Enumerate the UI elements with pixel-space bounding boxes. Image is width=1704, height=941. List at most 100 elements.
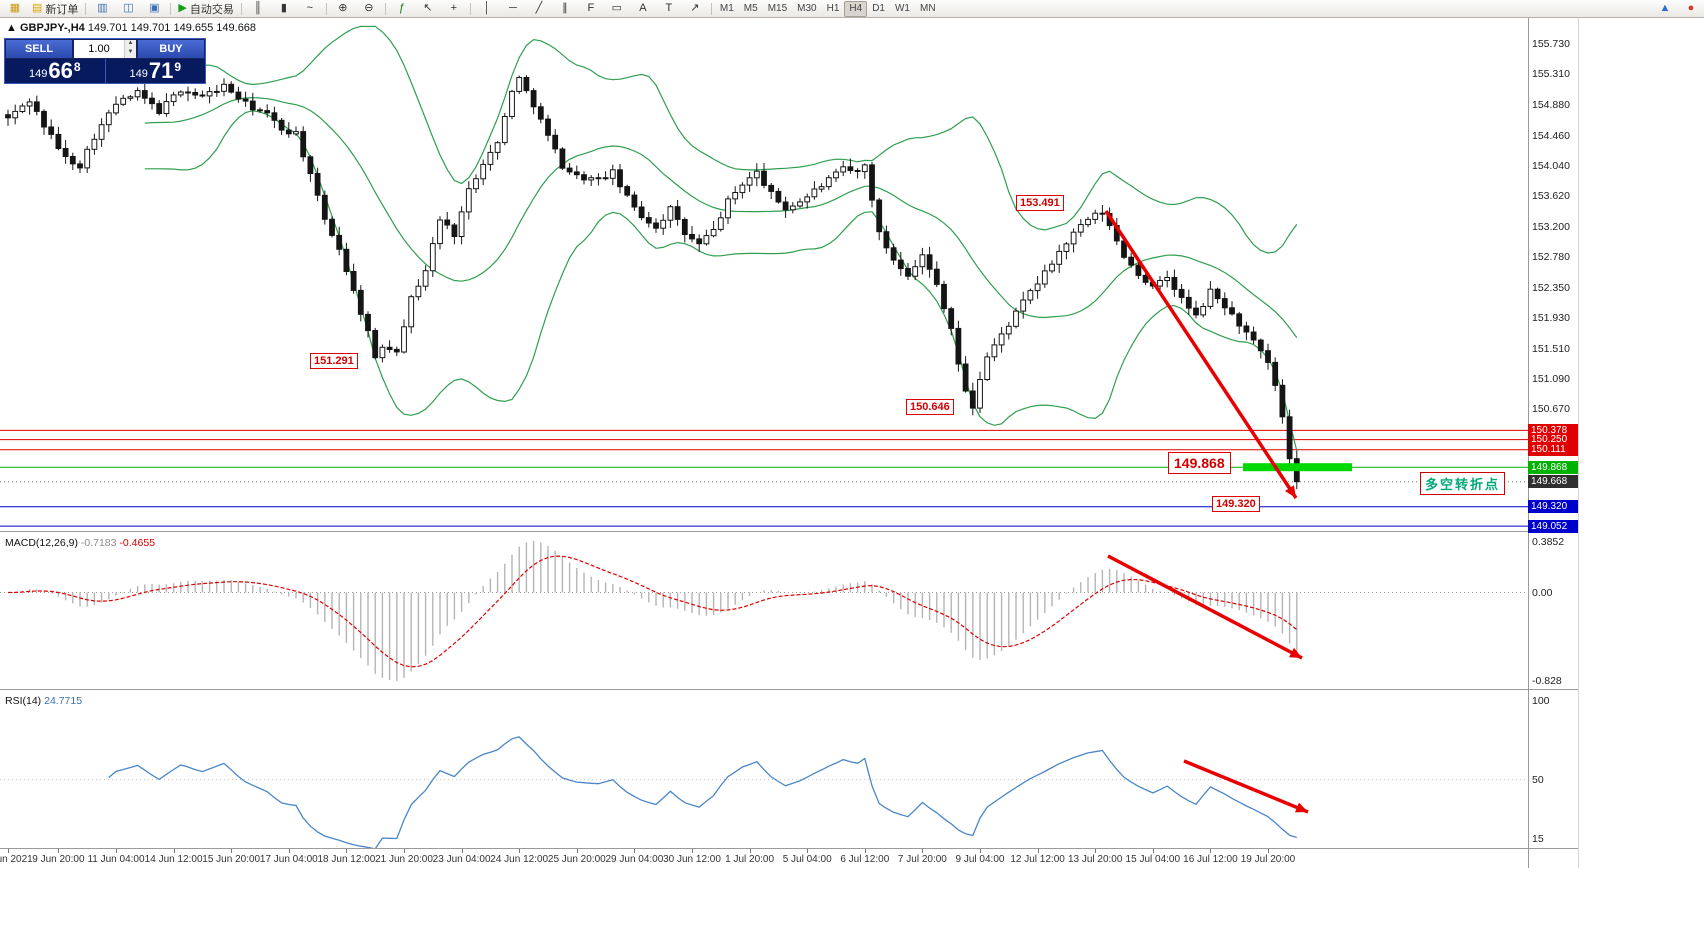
new-order-button: ▤ <box>32 2 43 14</box>
timeframe-h4[interactable]: H4 <box>844 0 868 17</box>
time-label: 19 Jul 20:00 <box>1240 854 1296 865</box>
time-tick <box>8 849 9 853</box>
volume-up-icon[interactable]: ▲ <box>125 40 136 49</box>
one-click-trading-panel: SELL ▲ ▼ BUY 149 66 8 149 71 9 <box>4 38 206 84</box>
time-label: 12 Jul 12:00 <box>1010 854 1065 865</box>
panel-separator[interactable] <box>0 689 1578 690</box>
fibonacci-icon: F <box>587 2 595 14</box>
price-annotation-box[interactable]: 149.320 <box>1212 496 1260 512</box>
zoom-out-icon: ⊖ <box>364 2 374 14</box>
crosshair-icon: + <box>450 2 458 14</box>
trendline-icon[interactable]: ╱ <box>526 0 552 17</box>
channel-icon[interactable]: ∥ <box>552 0 578 17</box>
time-label: 23 Jun 04:00 <box>432 854 491 865</box>
buy-price[interactable]: 149 71 9 <box>129 58 182 83</box>
panel-separator[interactable] <box>0 531 1578 532</box>
time-tick <box>58 849 60 853</box>
horizontal-line-icon[interactable]: ─ <box>500 0 526 17</box>
red-dot-icon[interactable]: ● <box>1678 0 1704 17</box>
time-tick <box>519 849 521 853</box>
chart-grid-icon[interactable]: ▦ <box>2 0 28 17</box>
time-label: 9 Jul 04:00 <box>955 854 1005 865</box>
cursor-icon: ↖ <box>423 2 433 14</box>
price-annotation-box[interactable]: 151.291 <box>310 353 358 369</box>
shapes-icon[interactable]: ▭ <box>604 0 630 17</box>
timeframe-m1[interactable]: M1 <box>719 3 734 14</box>
indicators-icon[interactable]: ƒ <box>389 0 415 17</box>
time-label: 6 Jul 12:00 <box>840 854 890 865</box>
blue-arrow-icon: ▲ <box>1659 2 1671 14</box>
timeframe-m5[interactable]: M5 <box>743 3 758 14</box>
timeframe-d1[interactable]: D1 <box>872 3 885 14</box>
profiles-icon: ◫ <box>123 2 134 14</box>
collapse-arrow-icon[interactable]: ▲ <box>6 22 17 34</box>
vertical-line-icon[interactable]: │ <box>474 0 500 17</box>
blue-arrow-icon[interactable]: ▲ <box>1652 0 1678 17</box>
symbol-period: GBPJPY-,H4 <box>19 22 85 34</box>
toolbar-separator <box>170 2 172 15</box>
zoom-in-icon[interactable]: ⊕ <box>330 0 356 17</box>
timeframe-mn[interactable]: MN <box>919 3 936 14</box>
fibonacci-icon[interactable]: F <box>578 0 604 17</box>
price-grid-label: 151.510 <box>1532 343 1570 355</box>
time-label: 29 Jun 04:00 <box>605 854 664 865</box>
market-watch-icon[interactable]: ▣ <box>141 0 167 17</box>
arrows-icon[interactable]: ↗ <box>682 0 708 17</box>
bar-chart-icon[interactable]: ║ <box>245 0 271 17</box>
label-icon: T <box>665 2 673 14</box>
price-annotation-box[interactable]: 150.646 <box>906 399 954 415</box>
timeframe-w1[interactable]: W1 <box>894 3 910 14</box>
time-tick <box>288 849 290 853</box>
price-annotation-box[interactable]: 153.491 <box>1016 195 1064 211</box>
line-chart-icon[interactable]: ~ <box>297 0 323 17</box>
timeframe-h1[interactable]: H1 <box>826 3 840 14</box>
autotrading-button[interactable]: ▶ 自动交易 <box>178 2 234 16</box>
label-icon[interactable]: T <box>656 0 682 17</box>
trend-arrow <box>1183 759 1309 814</box>
charts-icon[interactable]: ▥ <box>89 0 115 17</box>
turning-point-label[interactable]: 多空转折点 <box>1420 472 1506 495</box>
text-icon[interactable]: A <box>630 0 656 17</box>
price-line-tag: 149.868 <box>1528 461 1578 474</box>
timeframe-m30[interactable]: M30 <box>797 3 817 14</box>
time-label: 14 Jun 12:00 <box>144 854 203 865</box>
time-tick <box>692 849 693 853</box>
sell-price[interactable]: 149 66 8 <box>28 58 81 83</box>
support-zone-bar <box>1243 463 1352 472</box>
price-grid-label: 152.780 <box>1532 251 1570 263</box>
macd-panel[interactable] <box>0 533 1528 689</box>
time-tick <box>1095 849 1097 853</box>
new-order-button[interactable]: ▤ 新订单 <box>32 2 79 16</box>
main-chart[interactable] <box>0 18 1528 531</box>
time-tick <box>1268 849 1269 853</box>
toolbar-separator <box>469 2 471 15</box>
volume-input[interactable] <box>74 40 124 58</box>
cursor-icon[interactable]: ↖ <box>415 0 441 17</box>
price-line-tag: 149.052 <box>1528 520 1578 533</box>
time-label: 24 Jun 12:00 <box>490 854 549 865</box>
channel-icon: ∥ <box>562 2 568 14</box>
volume-field: ▲ ▼ <box>73 39 137 59</box>
crosshair-icon[interactable]: + <box>441 0 467 17</box>
buy-button[interactable]: BUY <box>137 39 205 59</box>
text-icon: A <box>639 2 647 14</box>
price-line-tag: 149.320 <box>1528 500 1578 513</box>
zoom-out-icon[interactable]: ⊖ <box>356 0 382 17</box>
volume-down-icon[interactable]: ▼ <box>125 49 136 58</box>
rsi-panel[interactable] <box>0 691 1528 848</box>
zoom-in-icon: ⊕ <box>338 2 348 14</box>
arrows-icon: ↗ <box>690 2 700 14</box>
ohlc-values: 149.701 149.701 149.655 149.668 <box>87 22 257 34</box>
timeframe-m15[interactable]: M15 <box>767 3 788 14</box>
time-label: 15 Jun 20:00 <box>202 854 261 865</box>
time-tick <box>173 849 175 853</box>
price-annotation-box[interactable]: 149.868 <box>1168 452 1231 474</box>
candlestick-chart-icon[interactable]: ▮ <box>271 0 297 17</box>
time-tick <box>1037 849 1039 853</box>
sell-button[interactable]: SELL <box>5 39 73 59</box>
time-label: 5 Jul 04:00 <box>782 854 832 865</box>
indicators-icon: ƒ <box>398 2 405 14</box>
toolbar: ▦ ▤ 新订单 ▥ ◫ ▣ ▶ 自动交易 ║ ▮ ~ ⊕ ⊖ ƒ ↖ + │ ─ ╱ ∥ F ▭ A T ↗ M1 M5 M15 M30… <box>0 0 1704 18</box>
profiles-icon[interactable]: ◫ <box>115 0 141 17</box>
